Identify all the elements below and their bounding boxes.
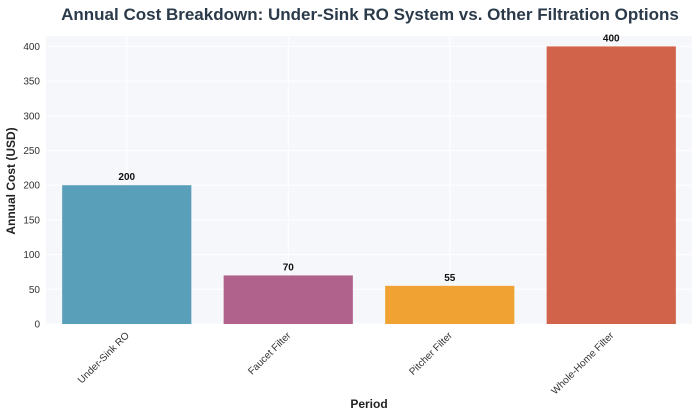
x-tick-label: Faucet Filter	[246, 330, 294, 378]
y-tick-label: 50	[29, 285, 41, 296]
y-tick-label: 0	[34, 320, 40, 331]
y-tick-label: 100	[23, 250, 40, 261]
bar	[62, 185, 192, 324]
bar-value-label: 400	[603, 33, 620, 44]
y-tick-label: 200	[23, 181, 40, 192]
x-axis-label: Period	[350, 397, 387, 411]
y-axis-ticks: 0 50 100 150 200 250 300 350 400	[23, 42, 40, 331]
bar-value-label: 70	[283, 262, 295, 273]
y-tick-label: 400	[23, 42, 40, 53]
bar-value-label: 200	[118, 172, 135, 183]
bar	[385, 285, 515, 324]
y-tick-label: 250	[23, 146, 40, 157]
x-axis-ticks: Under-Sink RO Faucet Filter Pitcher Filter…	[76, 330, 617, 397]
y-axis-label: Annual Cost (USD)	[4, 127, 18, 234]
x-tick-label: Under-Sink RO	[76, 330, 132, 386]
bar	[223, 275, 353, 324]
data-labels: 200 70 55 400	[118, 33, 620, 283]
y-tick-label: 350	[23, 77, 40, 88]
bars	[62, 46, 676, 324]
x-tick-label: Pitcher Filter	[407, 330, 455, 378]
bar-value-label: 55	[444, 273, 456, 284]
bar	[546, 46, 676, 324]
chart-title: Annual Cost Breakdown: Under-Sink RO Sys…	[61, 5, 679, 24]
x-tick-label: Whole-Home Filter	[550, 330, 617, 397]
y-tick-label: 300	[23, 111, 40, 122]
y-tick-label: 150	[23, 215, 40, 226]
